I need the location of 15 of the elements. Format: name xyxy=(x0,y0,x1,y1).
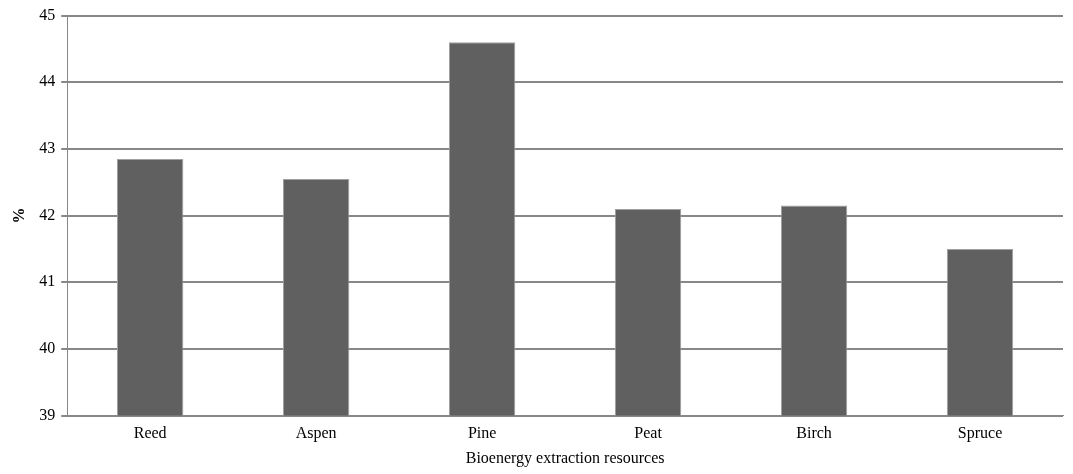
y-tick-label: 41 xyxy=(39,272,56,290)
y-tick-label: 40 xyxy=(39,339,56,357)
y-tick-label: 43 xyxy=(39,139,56,157)
y-tick-label: 42 xyxy=(39,205,56,223)
y-tick-label: 45 xyxy=(39,5,56,23)
y-axis-title: % xyxy=(9,207,27,224)
y-tick-label: 39 xyxy=(39,405,56,423)
x-tick-label: Aspen xyxy=(295,424,337,443)
x-tick-label: Peat xyxy=(634,424,663,442)
x-tick-label: Reed xyxy=(133,424,167,442)
x-axis-title: Bioenergy extraction resources xyxy=(465,448,665,467)
x-tick-label: Birch xyxy=(796,424,832,442)
x-tick-label: Pine xyxy=(467,424,497,442)
y-tick-label: 44 xyxy=(39,72,56,90)
x-tick-label: Spruce xyxy=(957,424,1003,443)
